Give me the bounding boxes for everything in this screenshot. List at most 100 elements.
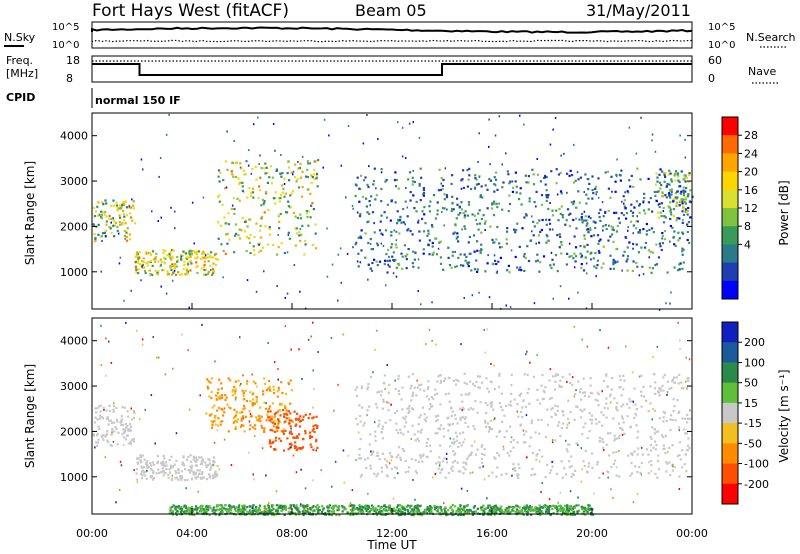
data-cell — [633, 206, 636, 209]
data-cell — [460, 187, 463, 190]
data-cell — [681, 253, 684, 256]
data-cell — [562, 422, 565, 425]
data-cell — [448, 264, 452, 267]
data-cell — [326, 505, 329, 508]
data-cell — [392, 507, 395, 510]
data-cell — [682, 198, 685, 201]
data-cell — [117, 431, 120, 434]
data-cell — [180, 258, 183, 261]
data-cell — [573, 235, 576, 238]
data-cell — [112, 408, 115, 411]
data-cell — [226, 130, 228, 133]
data-cell — [669, 418, 672, 421]
data-cell — [217, 221, 220, 224]
data-cell — [210, 413, 213, 416]
data-cell — [476, 240, 479, 243]
data-cell — [655, 199, 658, 203]
data-cell — [428, 205, 431, 208]
data-cell — [266, 513, 269, 516]
data-cell — [401, 511, 404, 514]
data-cell — [590, 258, 592, 261]
data-cell — [209, 381, 212, 384]
data-cell — [286, 413, 289, 416]
data-cell — [253, 508, 256, 511]
data-cell — [478, 291, 480, 294]
data-cell — [216, 504, 219, 507]
data-cell — [160, 285, 162, 288]
data-cell — [302, 415, 305, 418]
data-cell — [411, 373, 415, 376]
data-cell — [358, 505, 361, 508]
data-cell — [519, 266, 522, 269]
data-cell — [512, 505, 515, 509]
data-cell — [627, 226, 629, 229]
data-cell — [460, 179, 463, 182]
data-cell — [404, 471, 407, 474]
data-cell — [436, 509, 439, 512]
data-cell — [367, 278, 369, 281]
data-cell — [526, 350, 528, 353]
data-cell — [631, 269, 634, 272]
data-cell — [381, 425, 385, 428]
data-cell — [265, 389, 268, 392]
data-cell — [123, 215, 126, 218]
data-cell — [244, 505, 247, 508]
data-cell — [430, 224, 434, 227]
data-cell — [615, 466, 618, 469]
data-cell — [169, 466, 173, 469]
data-cell — [131, 418, 134, 421]
data-cell — [241, 411, 244, 414]
data-cell — [653, 409, 656, 412]
data-cell — [160, 461, 163, 464]
data-cell — [133, 412, 136, 415]
data-cell — [284, 407, 287, 410]
data-cell — [480, 185, 483, 188]
data-cell — [279, 193, 283, 196]
data-cell — [616, 409, 619, 412]
data-cell — [197, 456, 200, 459]
data-cell — [324, 511, 327, 515]
data-cell — [580, 216, 583, 219]
data-cell — [219, 504, 222, 507]
data-cell — [388, 383, 391, 386]
data-cell — [596, 264, 599, 267]
data-cell — [389, 452, 392, 455]
data-cell — [494, 184, 497, 187]
data-cell — [216, 429, 219, 432]
data-cell — [577, 443, 579, 446]
data-cell — [567, 443, 570, 446]
data-cell — [352, 505, 355, 508]
data-cell — [198, 506, 201, 509]
data-cell — [681, 200, 684, 203]
data-cell — [422, 453, 425, 456]
data-cell — [688, 358, 691, 361]
data-cell — [308, 413, 312, 416]
data-cell — [395, 422, 398, 425]
data-cell — [525, 353, 527, 356]
data-cell — [258, 163, 260, 166]
data-cell — [380, 214, 383, 217]
data-cell — [443, 193, 446, 196]
data-cell — [668, 189, 671, 192]
data-cell — [555, 209, 558, 212]
data-cell — [289, 425, 292, 428]
data-cell — [152, 477, 156, 480]
data-cell — [194, 257, 197, 260]
data-cell — [226, 403, 229, 406]
data-cell — [511, 190, 514, 193]
data-cell — [189, 510, 192, 513]
data-cell — [141, 474, 144, 477]
data-cell — [135, 271, 138, 274]
data-cell — [292, 170, 295, 173]
data-cell — [137, 272, 140, 275]
data-cell — [358, 507, 361, 511]
data-cell — [613, 397, 616, 400]
data-cell — [484, 421, 487, 424]
data-cell — [489, 419, 492, 422]
data-cell — [456, 203, 459, 206]
data-cell — [95, 411, 98, 414]
data-cell — [310, 181, 313, 185]
data-cell — [550, 266, 553, 270]
data-cell — [211, 477, 215, 480]
data-cell — [529, 436, 532, 439]
